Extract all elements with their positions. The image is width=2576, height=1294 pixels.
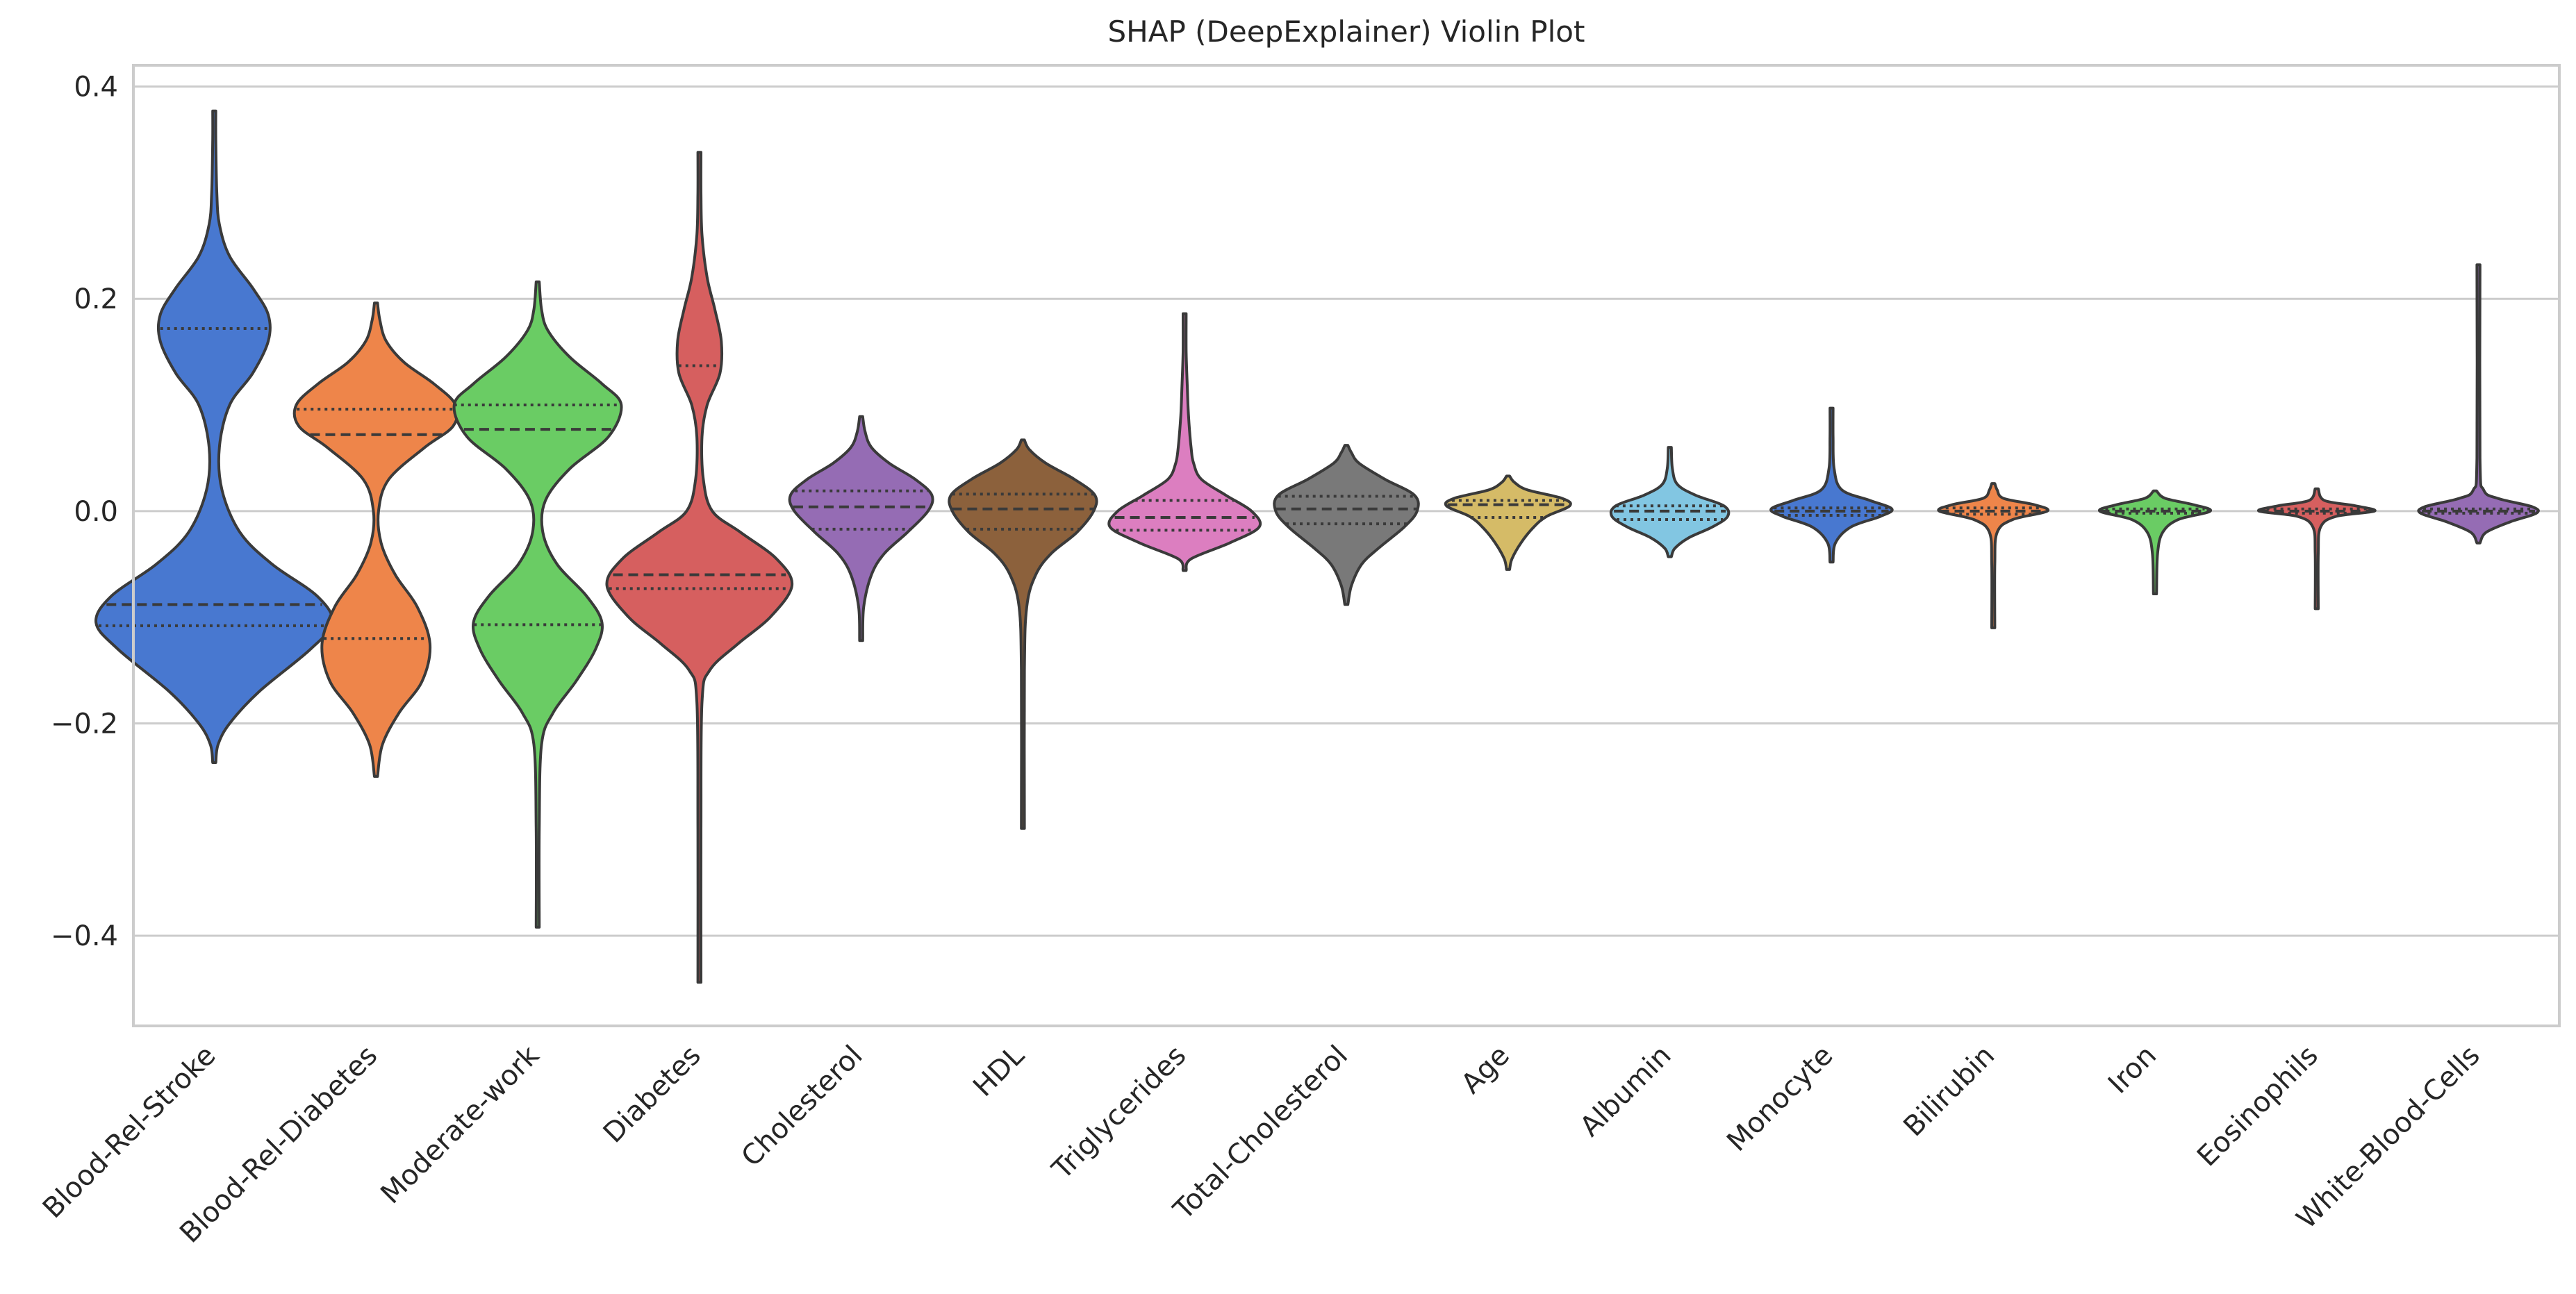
violin-bilirubin [1937, 482, 2050, 629]
violin-body [1444, 474, 1572, 571]
violin-body [1769, 406, 1894, 564]
x-tick-label: Diabetes [597, 1040, 707, 1150]
violin-body [2256, 487, 2377, 611]
violin-blood-rel-stroke [94, 109, 334, 764]
x-tick-label: Age [1455, 1040, 1516, 1100]
violin-body [292, 301, 459, 778]
violin-body [1937, 482, 2050, 629]
x-tick-label: White-Blood-Cells [2290, 1040, 2486, 1236]
x-tick-label: HDL [967, 1039, 1031, 1103]
x-axis-tick-labels: Blood-Rel-StrokeBlood-Rel-DiabetesModera… [37, 1039, 2486, 1250]
violin-body [452, 280, 623, 929]
x-tick-label: Eosinophils [2191, 1040, 2325, 1173]
x-tick-label: Bilirubin [1897, 1040, 2001, 1143]
violin-total-cholesterol [1273, 444, 1420, 606]
plot-frame [132, 64, 2561, 1027]
violin-layer [94, 109, 2540, 984]
y-tick-label: 0.0 [74, 496, 118, 528]
x-tick-label: Blood-Rel-Stroke [37, 1040, 222, 1225]
violin-moderate-work [452, 280, 623, 929]
violin-body [1609, 446, 1731, 558]
x-tick-label: Cholesterol [736, 1040, 869, 1173]
violin-body [94, 109, 334, 764]
x-tick-label: Total-Cholesterol [1167, 1040, 1354, 1227]
y-tick-label: 0.2 [74, 283, 118, 315]
x-tick-label: Triglycerides [1046, 1040, 1192, 1186]
x-tick-label: Albumin [1574, 1040, 1678, 1143]
violin-triglycerides [1107, 312, 1262, 572]
x-tick-label: Iron [2102, 1040, 2163, 1100]
violin-body [2097, 489, 2213, 595]
chart-title: SHAP (DeepExplainer) Violin Plot [1108, 15, 1585, 49]
violin-diabetes [605, 151, 794, 984]
violin-body [2417, 263, 2540, 545]
violin-iron [2097, 489, 2213, 595]
violin-blood-rel-diabetes [292, 301, 459, 778]
y-axis-tick-labels: 0.4 0.2 0.0 −0.2 −0.4 [51, 72, 118, 953]
violin-monocyte [1769, 406, 1894, 564]
violin-hdl [948, 438, 1098, 830]
violin-age [1444, 474, 1572, 571]
y-tick-label: −0.4 [51, 920, 118, 952]
violin-body [605, 151, 794, 984]
violin-body [1107, 312, 1262, 572]
violin-white-blood-cells [2417, 263, 2540, 545]
violin-eosinophils [2256, 487, 2377, 611]
violin-albumin [1609, 446, 1731, 558]
x-tick-label: Moderate-work [374, 1039, 545, 1210]
x-tick-label: Monocyte [1721, 1040, 1839, 1158]
y-tick-label: −0.2 [51, 708, 118, 740]
y-tick-label: 0.4 [74, 72, 118, 103]
violin-cholesterol [788, 415, 934, 642]
violin-body [948, 438, 1098, 830]
violin-body [1273, 444, 1420, 606]
